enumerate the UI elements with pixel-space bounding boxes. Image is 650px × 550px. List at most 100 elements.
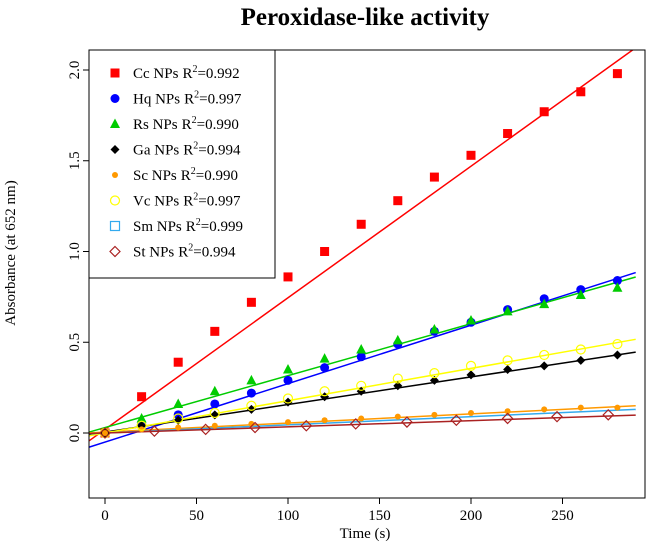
data-point-rs bbox=[429, 324, 440, 334]
data-point-ga bbox=[576, 355, 586, 365]
data-point-rs bbox=[136, 412, 147, 423]
data-point-cc bbox=[173, 357, 183, 367]
data-point-hq bbox=[246, 388, 256, 398]
legend-marker-hq bbox=[110, 94, 120, 103]
data-point-sc bbox=[541, 406, 548, 413]
data-point-cc bbox=[137, 392, 147, 402]
data-point-ga bbox=[539, 361, 549, 371]
legend-label-hq: Hq NPs R2=0.997 bbox=[133, 90, 242, 108]
data-point-ga bbox=[246, 404, 256, 414]
data-point-rs bbox=[612, 282, 623, 292]
data-point-vc bbox=[429, 368, 440, 379]
legend-label-rs: Rs NPs R2=0.990 bbox=[133, 115, 239, 133]
y-axis-ticks: 0.0 0.5 1.0 1.5 2.0 bbox=[67, 61, 89, 443]
data-point-st bbox=[199, 423, 212, 436]
legend-marker-sm bbox=[109, 220, 121, 232]
legend-label-sc: Sc NPs R2=0.990 bbox=[133, 166, 238, 184]
legend: Cc NPs R2=0.992 Hq NPs R2=0.997 Rs NPs R2=0.9… bbox=[88, 49, 276, 279]
data-point-vc bbox=[282, 393, 294, 404]
y-axis-label: Absorbance (at 652 nm) bbox=[3, 180, 19, 325]
data-point-vc bbox=[539, 349, 550, 361]
data-point-vc bbox=[502, 355, 513, 366]
data-point-rs bbox=[575, 289, 586, 300]
y-tick-label: 1.0 bbox=[67, 242, 83, 261]
data-point-ga bbox=[612, 350, 622, 360]
data-point-vc bbox=[612, 338, 623, 350]
data-point-sc bbox=[102, 430, 108, 436]
x-tick-label: 150 bbox=[368, 508, 391, 524]
data-point-st bbox=[99, 427, 111, 439]
x-axis-label: Time (s) bbox=[340, 526, 391, 542]
data-point-sc bbox=[138, 426, 145, 433]
data-point-st bbox=[450, 414, 463, 427]
chart-title: Peroxidase-like activity bbox=[241, 4, 490, 31]
x-tick-label: 50 bbox=[189, 508, 204, 524]
y-tick-label: 0.5 bbox=[67, 333, 83, 352]
data-point-st bbox=[300, 419, 313, 432]
data-point-vc bbox=[356, 380, 367, 391]
data-point-ga bbox=[429, 375, 439, 385]
legend-marker-vc bbox=[109, 195, 121, 206]
data-point-hq bbox=[283, 375, 293, 385]
data-point-hq bbox=[320, 363, 330, 373]
legend-label-cc: Cc NPs R2=0.992 bbox=[133, 64, 240, 82]
legend-label-sm: Sm NPs R2=0.999 bbox=[133, 217, 243, 235]
data-point-ga bbox=[283, 397, 293, 407]
data-point-st bbox=[349, 418, 362, 430]
data-point-rs bbox=[392, 334, 403, 345]
data-point-st bbox=[551, 410, 563, 423]
legend-marker-st bbox=[109, 245, 121, 258]
data-point-sc bbox=[358, 415, 365, 422]
data-point-sc bbox=[577, 404, 584, 411]
legend-marker-cc bbox=[110, 68, 120, 78]
data-point-st bbox=[401, 416, 413, 428]
data-point-sc bbox=[321, 417, 328, 424]
data-point-cc bbox=[466, 150, 476, 160]
data-point-rs bbox=[466, 314, 476, 325]
data-point-st bbox=[501, 412, 514, 425]
data-point-hq bbox=[210, 399, 220, 409]
data-point-sc bbox=[211, 422, 218, 429]
data-point-vc bbox=[392, 373, 403, 384]
y-tick-label: 1.5 bbox=[67, 151, 83, 170]
y-tick-label: 0.0 bbox=[67, 424, 83, 443]
legend-marker-sc bbox=[112, 172, 118, 178]
x-tick-label: 250 bbox=[551, 508, 574, 524]
data-point-rs bbox=[246, 374, 257, 385]
data-point-vc bbox=[246, 400, 257, 411]
data-point-ga bbox=[393, 381, 403, 391]
data-point-cc bbox=[210, 326, 220, 336]
data-point-cc bbox=[576, 87, 586, 97]
x-tick-label: 200 bbox=[460, 508, 483, 524]
data-point-rs bbox=[539, 298, 550, 309]
data-point-cc bbox=[283, 272, 293, 282]
data-point-rs bbox=[319, 353, 330, 363]
data-point-rs bbox=[356, 344, 367, 354]
x-tick-label: 100 bbox=[277, 508, 300, 524]
data-point-vc bbox=[575, 344, 586, 355]
data-point-st bbox=[249, 421, 261, 434]
data-point-rs bbox=[283, 363, 293, 374]
data-point-rs bbox=[173, 398, 184, 408]
data-point-hq bbox=[173, 410, 183, 420]
data-point-vc bbox=[173, 413, 184, 424]
data-point-vc bbox=[319, 386, 330, 397]
data-point-hq bbox=[356, 352, 366, 362]
legend-box bbox=[88, 49, 276, 279]
data-point-sc bbox=[175, 424, 182, 431]
x-tick-label: 0 bbox=[101, 508, 109, 524]
data-point-vc bbox=[136, 420, 147, 431]
data-point-cc bbox=[612, 69, 622, 79]
y-tick-label: 2.0 bbox=[67, 61, 83, 80]
data-point-cc bbox=[429, 172, 439, 182]
legend-marker-rs bbox=[110, 118, 120, 128]
data-point-ga bbox=[320, 392, 330, 402]
data-point-st bbox=[602, 409, 615, 421]
data-point-ga bbox=[503, 364, 513, 374]
data-point-cc bbox=[393, 196, 403, 206]
legend-label-vc: Vc NPs R2=0.997 bbox=[133, 192, 241, 210]
data-point-sc bbox=[614, 404, 621, 411]
data-point-cc bbox=[246, 297, 256, 307]
legend-label-st: St NPs R2=0.994 bbox=[133, 243, 236, 261]
